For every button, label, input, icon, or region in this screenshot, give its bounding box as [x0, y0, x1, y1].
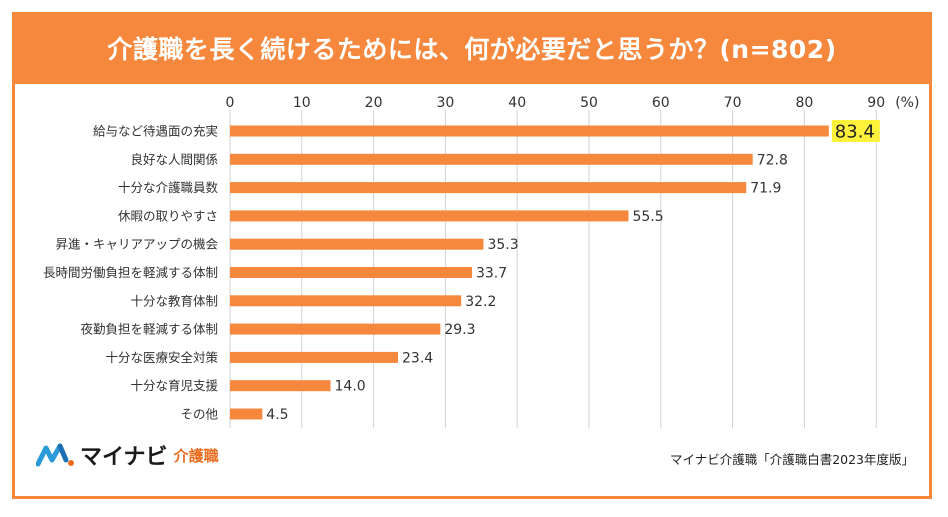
category-label: 長時間労働負担を軽減する体制 — [43, 265, 218, 280]
value-label: 55.5 — [632, 209, 663, 225]
x-tick-label: 50 — [580, 95, 598, 111]
value-label: 71.9 — [750, 181, 781, 197]
x-tick-label: 10 — [293, 95, 311, 111]
x-tick-label: 60 — [652, 95, 670, 111]
mynavi-logo-icon — [36, 443, 74, 467]
bar — [230, 380, 331, 392]
title-banner: 介護職を長く続けるためには、何が必要だと思うか？(n=802) — [12, 12, 932, 84]
x-tick-label: 70 — [724, 95, 742, 111]
value-label: 83.4 — [835, 122, 875, 143]
logo-main-text: マイナビ — [80, 445, 168, 470]
bar — [230, 351, 399, 363]
source-note: マイナビ介護職「介護職白書2023年度版」 — [669, 452, 914, 467]
x-tick-label: 40 — [508, 95, 526, 111]
value-label: 14.0 — [335, 379, 366, 395]
category-label: 十分な医療安全対策 — [105, 350, 218, 365]
bar — [230, 210, 629, 222]
category-label: 十分な教育体制 — [130, 293, 218, 308]
bar — [230, 408, 263, 420]
value-label: 72.8 — [757, 152, 788, 168]
category-label: 休暇の取りやすさ — [118, 208, 218, 223]
bar — [230, 323, 441, 335]
logo-sub-text: 介護職 — [173, 446, 219, 465]
mynavi-logo: マイナビ 介護職 — [36, 440, 219, 470]
value-label: 29.3 — [444, 322, 475, 338]
chart-title: 介護職を長く続けるためには、何が必要だと思うか？(n=802) — [107, 35, 837, 64]
category-label: 十分な介護職員数 — [118, 180, 219, 195]
category-label: その他 — [180, 407, 218, 422]
bar — [230, 295, 462, 307]
category-label: 十分な育児支援 — [130, 378, 218, 393]
value-label: 35.3 — [487, 237, 518, 253]
bar — [230, 153, 753, 165]
value-label: 33.7 — [476, 266, 507, 282]
category-label: 良好な人間関係 — [130, 152, 218, 167]
x-tick-label: 90 — [867, 95, 885, 111]
bar — [230, 125, 829, 137]
x-tick-label: 0 — [226, 95, 235, 111]
value-label: 32.2 — [465, 294, 496, 310]
chart-frame — [12, 12, 932, 499]
x-unit-label: (%) — [895, 95, 919, 111]
bar — [230, 267, 472, 278]
bar — [230, 182, 747, 194]
category-label: 昇進・キャリアアップの機会 — [55, 237, 218, 252]
value-label: 4.5 — [266, 407, 288, 423]
x-tick-label: 30 — [436, 95, 454, 111]
category-label: 夜勤負担を軽減する体制 — [80, 322, 218, 337]
category-label: 給与など待遇面の充実 — [93, 124, 218, 139]
bar — [230, 238, 484, 250]
x-tick-label: 80 — [795, 95, 813, 111]
value-highlight — [831, 120, 880, 142]
x-tick-label: 20 — [365, 95, 383, 111]
value-label: 23.4 — [402, 350, 433, 366]
